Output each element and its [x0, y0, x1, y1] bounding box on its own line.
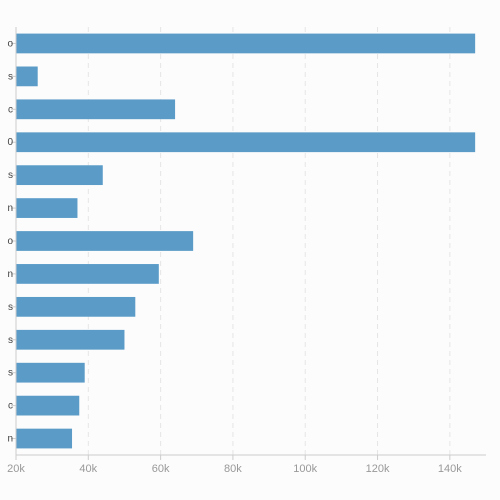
x-tick-label: 140k [438, 463, 462, 475]
y-axis-categories: o s c 0 s n o n s s s c n [7, 38, 16, 445]
y-category-label: o [7, 236, 13, 247]
bar [16, 231, 194, 251]
x-tick-label: 80k [224, 463, 242, 475]
y-category-label: s [8, 335, 13, 346]
y-category-label: s [8, 302, 13, 313]
bar [16, 33, 476, 54]
y-category-label: s [8, 368, 13, 379]
y-category-label: 0 [7, 137, 13, 148]
y-category-label: n [7, 434, 13, 445]
x-tick-label: 20k [7, 463, 25, 475]
y-category-label: n [7, 269, 13, 280]
bar [16, 198, 78, 218]
bar [16, 165, 103, 186]
x-tick-label: 120k [366, 463, 390, 475]
y-category-label: s [8, 170, 13, 181]
bar [16, 395, 80, 416]
bar [16, 66, 38, 87]
y-category-label: s [8, 71, 13, 82]
bar [16, 264, 159, 284]
bar [16, 428, 73, 449]
bar [16, 132, 476, 153]
bar [16, 296, 136, 317]
x-tick-label: 60k [152, 463, 170, 475]
bar [16, 329, 125, 350]
bar-series [16, 33, 476, 449]
bar [16, 362, 85, 383]
bar [16, 99, 176, 120]
y-category-label: c [8, 104, 13, 115]
y-category-label: c [8, 401, 13, 412]
x-axis-ticks: 20k 40k 60k 80k 100k 120k 140k [7, 455, 462, 475]
x-tick-label: 40k [79, 463, 97, 475]
x-tick-label: 100k [293, 463, 317, 475]
y-category-label: o [7, 38, 13, 49]
y-category-label: n [7, 203, 13, 214]
